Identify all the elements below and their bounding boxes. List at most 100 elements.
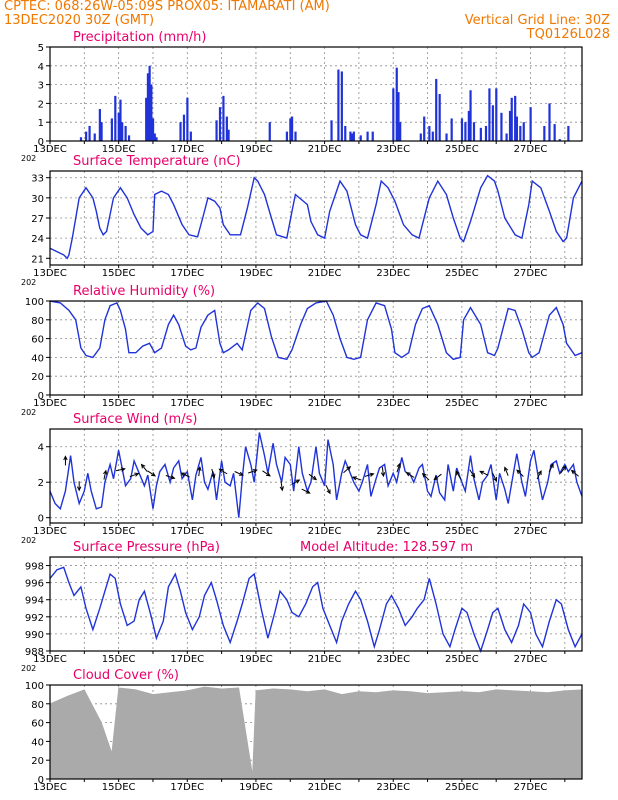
y-tick-label: 80: [31, 316, 44, 327]
x-tick-label: 19DEC: [239, 526, 273, 537]
y-tick-label: 990: [25, 630, 44, 641]
precip-bar: [218, 107, 222, 141]
wind-vector: [129, 473, 139, 478]
precip-bar: [392, 88, 395, 141]
precip-bar: [227, 129, 230, 141]
wind-vector: [406, 472, 415, 478]
panel-frame: [49, 556, 583, 652]
x-tick-label: 15DEC: [102, 782, 136, 793]
precip-bar: [100, 122, 103, 141]
wind-vector-head: [265, 472, 271, 477]
x-tick-label: 15DEC: [102, 268, 136, 279]
y-tick-label: 998: [25, 562, 44, 573]
x-tick-label: 21DEC: [308, 654, 342, 665]
precip-bar: [290, 116, 294, 141]
wind-vector: [455, 470, 462, 480]
wind-vector: [103, 470, 107, 480]
y-tick-label: 27: [31, 214, 44, 225]
y-tick-label: 3: [38, 81, 44, 92]
x-tick-label: 21DEC: [308, 398, 342, 409]
wind-vector: [469, 469, 476, 478]
x-tick-label: 15DEC: [102, 654, 136, 665]
y-tick-label: 988: [25, 647, 44, 658]
precip-bar: [127, 135, 131, 141]
header-date: 13DEC2020 30Z (GMT): [4, 13, 155, 28]
x-tick-label: 19DEC: [239, 398, 273, 409]
wind-vector: [234, 471, 244, 476]
wind-vector-head: [279, 486, 285, 492]
x-tick-label: 17DEC: [170, 268, 204, 279]
wind-vector: [181, 472, 190, 478]
wind-vector-head: [238, 471, 244, 476]
precip-bar: [114, 95, 117, 141]
wind-vector-head: [63, 455, 68, 461]
precip-bar: [124, 125, 127, 141]
precip-bar: [117, 112, 120, 141]
x-tick-label: 19DEC: [239, 654, 273, 665]
precip-bar: [553, 124, 556, 141]
x-tick-label: 17DEC: [170, 144, 204, 155]
precip-bar: [294, 131, 297, 141]
precip-bar: [397, 92, 400, 141]
x-tick-label: 13DEC: [33, 398, 67, 409]
wind-vector-head: [103, 469, 108, 475]
wind-vector: [219, 468, 228, 475]
panel-3: Relative Humidity (%) 0 20 40 60 80 100 13DEC 15…: [21, 284, 583, 417]
precip-bar: [519, 125, 522, 141]
y-tick-label: 994: [25, 596, 44, 607]
wind-vector: [141, 464, 148, 472]
y-tick-label: 4: [38, 443, 44, 454]
wind-vector: [504, 467, 509, 476]
wind-vector: [516, 469, 524, 477]
wind-vector-head: [305, 489, 311, 494]
precip-bar: [464, 122, 467, 141]
wind-vector-head: [326, 489, 331, 495]
cloud-area: [49, 686, 583, 780]
precip-bar: [435, 78, 438, 141]
wind-vector: [381, 467, 384, 477]
x-tick-label: 17DEC: [170, 782, 204, 793]
x-tick-label: 21DEC: [308, 144, 342, 155]
wind-vector-head: [369, 472, 375, 477]
x-tick-label: 23DEC: [376, 268, 410, 279]
x-year-fragment: 202: [21, 278, 36, 287]
x-tick-label: 23DEC: [376, 144, 410, 155]
precip-bar: [431, 131, 434, 141]
wind-vector: [571, 470, 579, 477]
precip-bar: [491, 105, 494, 141]
wind-vector: [115, 468, 125, 472]
x-tick-label: 19DEC: [239, 144, 273, 155]
x-tick-label: 23DEC: [376, 526, 410, 537]
precip-bar: [510, 97, 513, 141]
y-tick-label: 2: [38, 478, 44, 489]
model-altitude: Model Altitude: 128.597 m: [300, 540, 473, 555]
wind-vector: [492, 472, 497, 482]
wind-vector-head: [197, 465, 202, 472]
wind-vector: [280, 481, 283, 491]
wind-vector: [147, 470, 156, 477]
precip-bar: [423, 116, 426, 141]
y-tick-label: 60: [31, 719, 44, 730]
wind-vector-head: [570, 469, 576, 475]
wind-vector-head: [493, 476, 498, 482]
precip-bar: [500, 112, 503, 141]
x-tick-label: 17DEC: [170, 654, 204, 665]
y-tick-label: 0: [38, 514, 44, 525]
precip-bar: [366, 131, 369, 141]
panel-title: Surface Temperature (nC): [73, 154, 241, 169]
panel-1: Precipitation (mm/h) 0 1 2 3 4 5 13DEC 15DEC 17DE…: [21, 30, 583, 163]
precip-bar: [508, 110, 512, 141]
precip-bar: [88, 125, 91, 141]
y-tick-label: 0: [38, 391, 44, 402]
wind-vector-head: [421, 472, 427, 478]
wind-vector-head: [170, 475, 176, 480]
y-tick-label: 992: [25, 613, 44, 624]
wind-vector-head: [562, 465, 567, 471]
y-tick-label: 40: [31, 737, 44, 748]
wind-vector-head: [180, 472, 186, 477]
precip-bar: [222, 95, 225, 141]
wind-vector-head: [470, 473, 476, 479]
wind-vector-head: [218, 468, 224, 473]
wind-vector: [479, 470, 489, 476]
panel-frame: [49, 428, 583, 524]
